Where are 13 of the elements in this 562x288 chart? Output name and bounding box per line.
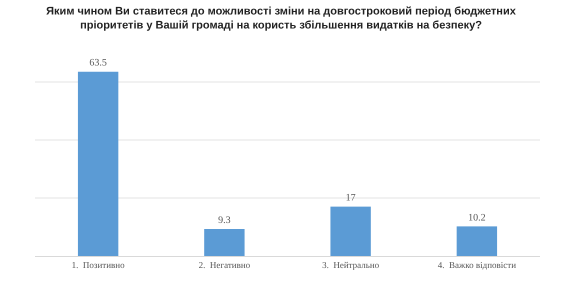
bar — [204, 229, 245, 256]
data-label: 10.2 — [468, 212, 486, 224]
data-label: 63.5 — [89, 58, 107, 69]
x-tick-label: 1. Позитивно — [72, 260, 126, 270]
bar — [330, 206, 371, 256]
chart-title: Яким чином Ви ставитеся до можливості зміни на довгостроковий період бюджетних пріоритетів у Вашій громаді на користь збільшення видатків на безпеку? — [46, 5, 517, 32]
bar — [456, 226, 498, 256]
data-label: 17 — [346, 192, 356, 204]
x-tick-label: 3. Нейтрально — [322, 260, 380, 270]
data-label: 9.3 — [218, 215, 231, 226]
bar — [78, 72, 118, 256]
x-tick-label: 2. Негативно — [198, 260, 251, 270]
x-tick-label: 4. Важко відповісти — [438, 260, 516, 270]
